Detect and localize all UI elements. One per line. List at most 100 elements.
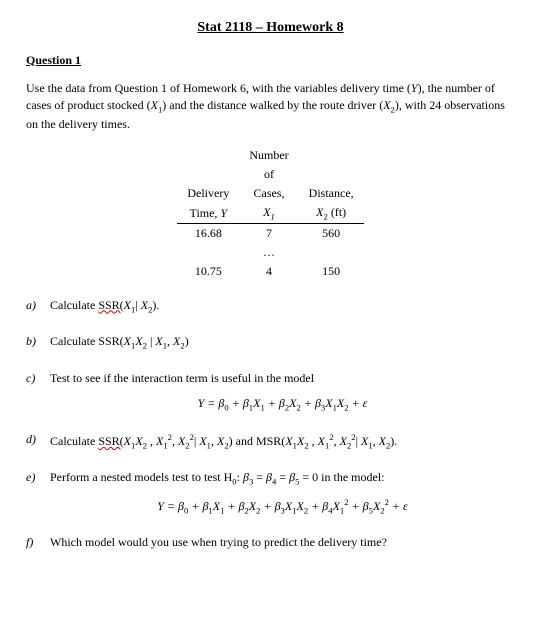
var: X xyxy=(124,298,131,312)
question-parts: a) Calculate SSR(X1| X2). b) Calculate S… xyxy=(26,297,515,552)
intro-text: ), the number xyxy=(418,81,482,95)
var: X xyxy=(135,334,142,348)
equation: Y = β0 + β1X1 + β2X2 + β3X1X2 + β4X12 + … xyxy=(50,496,515,516)
col-header-unit: (ft) xyxy=(328,205,346,219)
part-marker: e) xyxy=(26,469,50,516)
table-row: 10.75 4 150 xyxy=(177,262,363,281)
part-b: b) Calculate SSR(X1X2 | X1, X2) xyxy=(26,333,515,351)
text: Perform a nested models test to test H xyxy=(50,470,232,484)
var: X xyxy=(297,499,304,513)
cell: 4 xyxy=(239,262,298,281)
text: ). xyxy=(390,434,397,448)
col-header: of xyxy=(239,165,298,184)
part-content: Perform a nested models test to test H0:… xyxy=(50,469,515,516)
var: X xyxy=(135,434,142,448)
equation: Y = β0 + β1X1 + β2X2 + β3X1X2 + ε xyxy=(50,395,515,413)
col-header: X2 (ft) xyxy=(299,203,364,224)
cell: 16.68 xyxy=(177,224,239,243)
part-f: f) Which model would you use when trying… xyxy=(26,534,515,551)
op: = xyxy=(253,470,266,484)
intro-paragraph: Use the data from Question 1 of Homework… xyxy=(26,80,515,132)
text: ). xyxy=(152,298,159,312)
ssr: SSR( xyxy=(98,298,123,312)
op: = xyxy=(164,499,178,513)
intro-text: ), with 24 xyxy=(395,98,441,112)
op: = xyxy=(276,470,289,484)
part-c: c) Test to see if the interaction term i… xyxy=(26,370,515,413)
var: X xyxy=(199,434,206,448)
col-header-var: Y xyxy=(220,206,227,220)
col-header: Cases, xyxy=(239,184,298,203)
data-table: Number of Delivery Cases, Distance, Time… xyxy=(177,146,363,280)
part-d: d) Calculate SSR(X1X2 , X12, X22| X1, X2… xyxy=(26,431,515,451)
op: + xyxy=(224,499,238,513)
col-header: Time, Y xyxy=(177,203,239,224)
var: X xyxy=(124,334,131,348)
var: X xyxy=(333,499,340,513)
col-header xyxy=(299,146,364,165)
table-row: 16.68 7 560 xyxy=(177,224,363,243)
text: Test to see if the interaction term is u… xyxy=(50,371,314,385)
text: Calculate SSR( xyxy=(50,334,124,348)
op: + xyxy=(301,396,315,410)
ssr: SSR( xyxy=(98,434,123,448)
var: X xyxy=(325,396,332,410)
var: X xyxy=(318,434,325,448)
text: ) xyxy=(185,334,189,348)
cell xyxy=(299,243,364,262)
col-header-var: X xyxy=(263,205,270,219)
var-y: Y xyxy=(411,81,418,95)
var: X xyxy=(379,434,386,448)
col-header xyxy=(177,165,239,184)
intro-text: Use the data from Question 1 of Homework… xyxy=(26,81,411,95)
text: Calculate xyxy=(50,298,98,312)
op: + xyxy=(265,396,279,410)
part-marker: d) xyxy=(26,431,50,451)
part-marker: f) xyxy=(26,534,50,551)
var: Y xyxy=(157,499,164,513)
part-content: Test to see if the interaction term is u… xyxy=(50,370,515,413)
col-header: Number xyxy=(239,146,298,165)
op: + xyxy=(349,499,363,513)
question-header: Question 1 xyxy=(26,52,515,69)
op: + xyxy=(188,499,202,513)
table-row: … xyxy=(177,243,363,262)
part-content: Calculate SSR(X1X2 , X12, X22| X1, X2) a… xyxy=(50,431,515,451)
var: X xyxy=(155,334,162,348)
intro-text: ) and the distance walked by the route d… xyxy=(162,98,383,112)
var: X xyxy=(289,396,296,410)
data-table-wrap: Number of Delivery Cases, Distance, Time… xyxy=(26,146,515,280)
text: , xyxy=(309,434,318,448)
var: X xyxy=(285,434,292,448)
cell: 560 xyxy=(299,224,364,243)
text: = 0 in the model: xyxy=(299,470,384,484)
var: + ε xyxy=(389,499,408,513)
col-header: Delivery xyxy=(177,184,239,203)
part-content: Calculate SSR(X1X2 | X1, X2) xyxy=(50,333,515,351)
col-header xyxy=(177,146,239,165)
op: = xyxy=(204,396,218,410)
cell: 150 xyxy=(299,262,364,281)
text: , xyxy=(147,434,156,448)
part-marker: b) xyxy=(26,333,50,351)
var: + ε xyxy=(349,396,368,410)
col-header-var: X xyxy=(316,205,323,219)
part-marker: a) xyxy=(26,297,50,315)
var: X xyxy=(124,434,131,448)
col-header: Distance, xyxy=(299,184,364,203)
op: + xyxy=(229,396,243,410)
part-content: Calculate SSR(X1| X2). xyxy=(50,297,515,315)
text: Calculate xyxy=(50,434,98,448)
var: X xyxy=(340,434,347,448)
col-header-text: Time, xyxy=(190,206,221,220)
text: ) and MSR( xyxy=(229,434,286,448)
var: X xyxy=(141,298,148,312)
op: + xyxy=(260,499,274,513)
cell: 7 xyxy=(239,224,298,243)
part-content: Which model would you use when trying to… xyxy=(50,534,515,551)
part-e: e) Perform a nested models test to test … xyxy=(26,469,515,516)
col-header: X1 xyxy=(239,203,298,224)
cell xyxy=(177,243,239,262)
col-header xyxy=(299,165,364,184)
part-marker: c) xyxy=(26,370,50,413)
